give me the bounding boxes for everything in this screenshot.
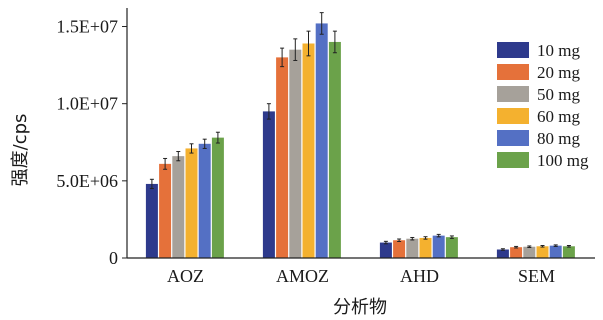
bar (379, 242, 392, 258)
bar (211, 137, 224, 258)
bar (432, 235, 445, 258)
legend-swatch (497, 42, 529, 58)
legend-label: 100 mg (537, 151, 589, 170)
bar (159, 163, 172, 258)
y-tick-label: 0 (109, 248, 118, 268)
legend-swatch (497, 86, 529, 102)
bar (419, 237, 432, 258)
legend: 10 mg 20 mg 50 mg 60 mg 80 mg 100 mg (497, 41, 589, 170)
x-axis-title: 分析物 (333, 297, 387, 318)
y-axis-title: 强度/cps (10, 114, 31, 187)
bar (185, 148, 198, 258)
bar (445, 237, 458, 258)
legend-label: 10 mg (537, 41, 580, 60)
bar (549, 245, 562, 258)
bar (276, 57, 289, 258)
legend-label: 80 mg (537, 129, 580, 148)
y-tick-label: 1.5E+07 (56, 17, 118, 37)
bar (496, 249, 509, 258)
legend-swatch (497, 64, 529, 80)
x-tick-label: SEM (518, 266, 555, 286)
bar (406, 238, 419, 258)
legend-swatch (497, 152, 529, 168)
legend-label: 60 mg (537, 107, 580, 126)
y-tick-label: 5.0E+06 (56, 171, 118, 191)
bar (172, 156, 185, 258)
bar (393, 240, 406, 258)
bar (198, 143, 211, 258)
bar (315, 23, 328, 258)
legend-swatch (497, 108, 529, 124)
x-axis-category-labels: AOZ AMOZ AHD SEM (167, 266, 555, 286)
bar (523, 246, 536, 258)
bar (289, 49, 302, 258)
axes (126, 8, 595, 259)
legend-swatch (497, 130, 529, 146)
x-tick-label: AMOZ (276, 266, 329, 286)
x-tick-label: AHD (400, 266, 439, 286)
bar (562, 246, 575, 258)
legend-label: 50 mg (537, 85, 580, 104)
x-tick-label: AOZ (167, 266, 204, 286)
bar (536, 246, 549, 258)
bar (510, 247, 523, 258)
y-tick-label: 1.0E+07 (56, 94, 118, 114)
bars-layer (145, 12, 575, 258)
y-axis-ticks: 0 5.0E+06 1.0E+07 1.5E+07 (56, 17, 127, 268)
bar (262, 111, 275, 258)
bar (302, 43, 315, 258)
bar (145, 183, 158, 258)
bar (328, 41, 341, 258)
legend-label: 20 mg (537, 63, 580, 82)
